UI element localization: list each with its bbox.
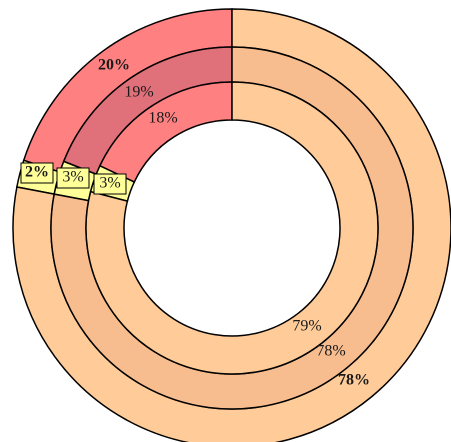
inner-ring-label-1: 3% bbox=[99, 175, 120, 192]
middle-ring-label-0: 19% bbox=[124, 84, 153, 101]
middle-ring-label-2: 78% bbox=[316, 343, 345, 360]
outer-ring-label-1: 2% bbox=[25, 164, 49, 181]
inner-ring-label-2: 79% bbox=[292, 318, 321, 335]
outer-ring-label-0: 20% bbox=[98, 57, 130, 74]
inner-label-background-1 bbox=[93, 173, 127, 195]
outer-label-background-1 bbox=[20, 162, 54, 184]
middle-ring-label-1: 3% bbox=[62, 169, 83, 186]
inner-ring-label-0: 18% bbox=[148, 110, 177, 127]
outer-ring-label-2: 78% bbox=[338, 372, 370, 389]
inner-ring-segment-2 bbox=[85, 81, 379, 375]
middle-label-background-1 bbox=[56, 167, 90, 189]
